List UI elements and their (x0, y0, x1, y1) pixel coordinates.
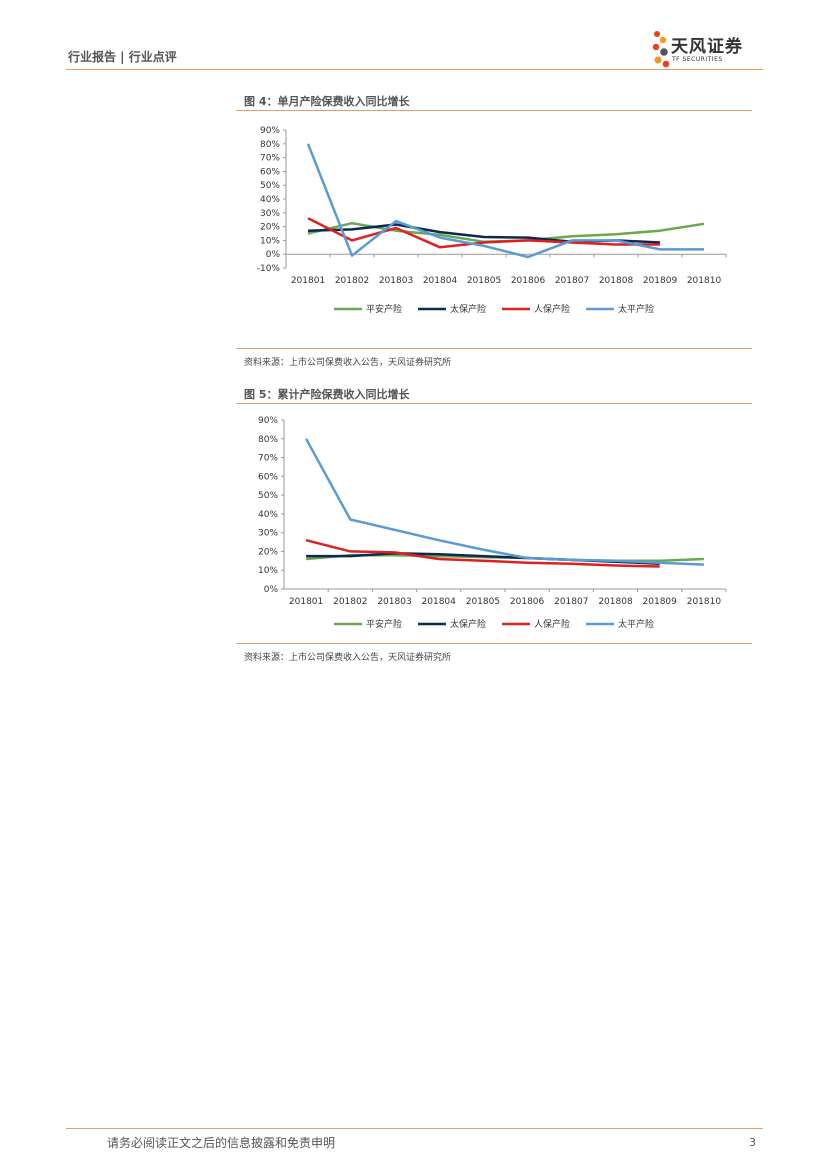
y-tick-label: 20% (258, 547, 278, 557)
tf-securities-logo-icon (652, 31, 670, 68)
x-tick-label: 201807 (555, 276, 589, 286)
figure-5-top-rule (236, 403, 752, 404)
x-tick-label: 201806 (511, 276, 546, 286)
x-tick-label: 201807 (554, 597, 588, 607)
y-tick-label: 60% (258, 472, 278, 482)
x-tick-label: 201809 (643, 597, 678, 607)
legend-label: 太保产险 (450, 618, 486, 630)
legend-label: 人保产险 (534, 618, 570, 630)
figure-5-chart: 0% 10% 20% 30% 40% 50% 60% 70% 80% 90% 201801 20180… (258, 416, 727, 630)
y-tick-label: 60% (260, 167, 280, 177)
series-line-人保产险 (307, 217, 660, 249)
figure-5-bottom-rule (236, 643, 752, 644)
legend-label: 太平产险 (618, 303, 654, 315)
figure-4-bottom-rule (236, 348, 752, 349)
y-tick-label: 10% (258, 566, 278, 576)
legend-label: 平安产险 (366, 303, 402, 315)
x-tick-label: 201803 (377, 597, 411, 607)
y-tick-label: 50% (260, 181, 280, 191)
y-tick-label: 30% (258, 529, 278, 539)
x-tick-label: 201805 (466, 597, 500, 607)
x-tick-label: 201810 (687, 597, 722, 607)
y-tick-label: 10% (260, 236, 280, 246)
figure-5-title: 图 5：累计产险保费收入同比增长 (244, 388, 410, 401)
x-tick-label: 201805 (467, 276, 501, 286)
brand-name-en: TF SECURITIES (672, 56, 723, 63)
legend-label: 太平产险 (618, 618, 654, 630)
x-tick-label: 201810 (687, 276, 722, 286)
y-tick-label: 70% (260, 154, 280, 164)
brand-name: 天风证券 (671, 37, 743, 57)
legend-label: 平安产险 (366, 618, 402, 630)
y-tick-label: 40% (260, 195, 280, 205)
x-tick-label: 201802 (333, 597, 367, 607)
y-tick-label: 40% (258, 510, 278, 520)
figure-4-source: 资料来源：上市公司保费收入公告，天风证券研究所 (244, 358, 452, 368)
figure-4-chart: -10% 0% 10% 20% 30% 40% 50% 60% 70% 80% 90% 201801 2… (257, 126, 727, 315)
legend-label: 太保产险 (450, 303, 486, 315)
series-line-太平产险 (306, 143, 704, 259)
x-tick-label: 201804 (422, 597, 457, 607)
y-tick-label: 80% (260, 140, 280, 150)
x-tick-label: 201804 (423, 276, 458, 286)
y-tick-label: 90% (258, 416, 278, 426)
figure-4-top-rule (236, 110, 752, 111)
x-tick-label: 201808 (598, 597, 633, 607)
x-tick-label: 201801 (289, 597, 323, 607)
x-tick-label: 201802 (335, 276, 369, 286)
y-tick-label: 70% (258, 454, 278, 464)
series-line-太保产险 (306, 552, 660, 565)
x-tick-label: 201801 (291, 276, 325, 286)
series-line-平安产险 (307, 221, 705, 244)
x-tick-label: 201806 (510, 597, 545, 607)
footer-disclaimer: 请务必阅读正文之后的信息披露和免责申明 (107, 1136, 336, 1150)
x-tick-label: 201803 (379, 276, 413, 286)
report-category: 行业报告 | 行业点评 (68, 50, 177, 64)
y-tick-label: -10% (257, 264, 281, 274)
y-tick-label: 80% (258, 435, 278, 445)
header-divider (66, 69, 763, 70)
y-tick-label: 0% (264, 585, 279, 595)
x-tick-label: 201808 (599, 276, 634, 286)
series-line-人保产险 (305, 538, 660, 568)
page-number: 3 (749, 1136, 756, 1149)
y-tick-label: 30% (260, 209, 280, 219)
figure-4-title: 图 4：单月产险保费收入同比增长 (244, 95, 410, 108)
figure-5-source: 资料来源：上市公司保费收入公告，天风证券研究所 (244, 653, 452, 663)
y-tick-label: 90% (260, 126, 280, 136)
footer-divider (66, 1128, 763, 1129)
y-tick-label: 0% (266, 250, 281, 260)
y-tick-label: 20% (260, 223, 280, 233)
y-tick-label: 50% (258, 491, 278, 501)
x-tick-label: 201809 (643, 276, 678, 286)
series-line-太平产险 (305, 438, 704, 566)
legend-label: 人保产险 (534, 303, 570, 315)
